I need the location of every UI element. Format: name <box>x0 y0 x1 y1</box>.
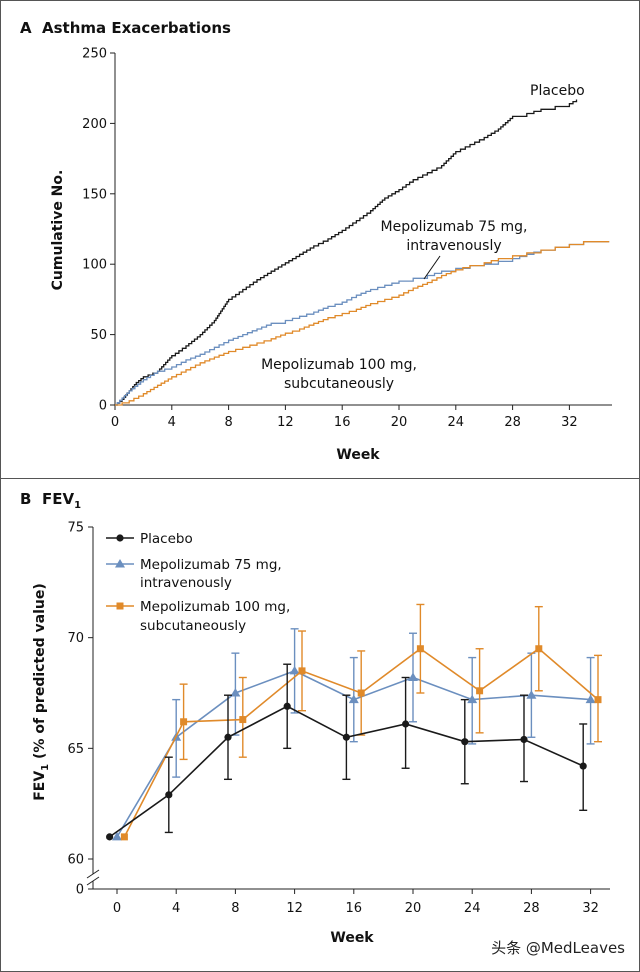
panel-b-axis-break-mark <box>86 876 100 886</box>
panel-b-xtick-label: 16 <box>346 901 363 916</box>
data-point-sc <box>476 687 484 695</box>
data-point-sc <box>180 718 188 726</box>
panel-b-ylabel: FEV1 (% of predicted value) <box>32 583 51 801</box>
data-point-sc <box>416 645 424 653</box>
legend-placebo-label: Placebo <box>140 531 193 547</box>
data-point-iv <box>585 694 596 704</box>
panel-a-plot: 0 50 100 150 200 250 0 4 8 12 16 20 24 28 32 <box>82 47 612 430</box>
panel-a-ytick-label: 100 <box>82 258 107 273</box>
panel-b-xtick-label: 20 <box>405 901 422 916</box>
panel-b-xtick-label: 32 <box>582 901 599 916</box>
panel-a-ytick-label: 150 <box>82 187 107 202</box>
panel-a-title: Asthma Exacerbations <box>42 19 231 37</box>
panel-b-xlabel: Week <box>330 930 374 946</box>
panel-b-xtick-label: 12 <box>286 901 303 916</box>
data-point-placebo <box>165 791 173 799</box>
series-line-iv-a <box>115 241 610 406</box>
data-point-sc <box>535 645 543 653</box>
panel-a-ytick-label: 50 <box>90 328 107 343</box>
panel-b-ylabel-pre: FEV <box>32 771 48 801</box>
data-point-iv <box>348 694 359 704</box>
label-sc-a-line1: Mepolizumab 100 mg, <box>261 357 417 373</box>
legend-iv-swatch-marker <box>115 559 125 568</box>
panel-a-ytick-label: 200 <box>82 117 107 132</box>
panel-b-xtick-label: 0 <box>113 901 121 916</box>
label-placebo-a: Placebo <box>530 83 585 99</box>
data-point-placebo <box>579 762 587 770</box>
legend: Placebo Mepolizumab 75 mg, intravenously… <box>106 531 290 634</box>
panel-b-title: FEV1 <box>42 490 81 511</box>
panel-b-letter: B <box>20 490 31 508</box>
data-point-placebo <box>283 702 291 710</box>
panel-b-ytick-label: 70 <box>67 631 84 646</box>
data-point-iv <box>230 688 241 697</box>
panel-b-xtick-label: 28 <box>523 901 540 916</box>
panel-a-xtick-label: 4 <box>168 415 176 430</box>
panel-a-xtick-label: 8 <box>224 415 232 430</box>
data-point-placebo <box>106 833 114 841</box>
label-iv-a-leader <box>423 255 441 280</box>
legend-sc-label-line1: Mepolizumab 100 mg, <box>140 599 290 615</box>
panel-a-ytick-label: 0 <box>99 399 107 414</box>
panel-b-plot: 60 65 70 75 0 0 4 8 12 16 20 24 28 32 <box>67 521 610 916</box>
panel-b-ytick-label: 60 <box>67 853 84 868</box>
panel-b-frame <box>0 478 640 972</box>
panel-b-xtick-label: 24 <box>464 901 481 916</box>
label-sc-a-line2: subcutaneously <box>284 376 394 392</box>
panel-a-frame <box>0 0 640 479</box>
panel-b-ytick-label: 65 <box>67 742 84 757</box>
legend-iv-label-line2: intravenously <box>140 575 232 591</box>
panel-b-title-sub: 1 <box>74 500 81 511</box>
data-point-placebo <box>461 738 469 746</box>
panel-a-xtick-label: 16 <box>334 415 351 430</box>
legend-sc-label-line2: subcutaneously <box>140 618 246 634</box>
data-point-placebo <box>224 733 232 741</box>
panel-b-axis-break-mark <box>86 869 100 879</box>
data-point-sc <box>357 689 365 697</box>
data-point-iv <box>408 672 418 682</box>
data-point-placebo <box>342 733 350 741</box>
series-line-placebo-a <box>115 99 578 406</box>
panel-a-ytick-label: 250 <box>82 47 107 62</box>
panel-a-xtick-label: 12 <box>277 415 294 430</box>
legend-sc-swatch-marker <box>116 602 124 610</box>
data-point-sc <box>239 716 247 724</box>
data-point-iv <box>112 831 122 841</box>
panel-a-xlabel: Week <box>336 447 380 463</box>
data-point-sc <box>298 667 306 675</box>
panel-a-xtick-label: 0 <box>111 415 119 430</box>
watermark: 头条 @MedLeaves <box>491 939 625 957</box>
panel-a-xtick-label: 32 <box>561 415 578 430</box>
panel-b-ytick-label: 0 <box>76 883 84 898</box>
data-point-sc <box>594 696 602 704</box>
panel-b-ylabel-sub: 1 <box>40 764 51 771</box>
data-point-iv <box>467 694 478 704</box>
panel-b-title-main: FEV <box>42 490 74 508</box>
data-point-sc <box>120 833 128 841</box>
legend-iv-label-line1: Mepolizumab 75 mg, <box>140 557 282 573</box>
series-line-sc-a <box>115 241 610 406</box>
data-point-iv <box>526 690 537 699</box>
panel-b-ylabel-post: (% of predicted value) <box>32 583 48 764</box>
panel-b-xtick-label: 4 <box>172 901 180 916</box>
label-iv-a-line1: Mepolizumab 75 mg, <box>381 219 528 235</box>
data-point-iv <box>289 665 300 675</box>
panel-a-xtick-label: 20 <box>391 415 408 430</box>
panel-b-ytick-label: 75 <box>67 521 84 536</box>
panel-a-ylabel: Cumulative No. <box>50 170 66 291</box>
data-point-placebo <box>520 735 528 744</box>
data-point-placebo <box>402 720 410 728</box>
panel-a-xtick-label: 24 <box>448 415 465 430</box>
panel-b-xtick-label: 8 <box>231 901 239 916</box>
panel-a-letter: A <box>20 19 32 37</box>
label-iv-a-line2: intravenously <box>406 238 501 254</box>
legend-placebo-swatch-marker <box>116 534 124 542</box>
panel-a-xtick-label: 28 <box>504 415 521 430</box>
